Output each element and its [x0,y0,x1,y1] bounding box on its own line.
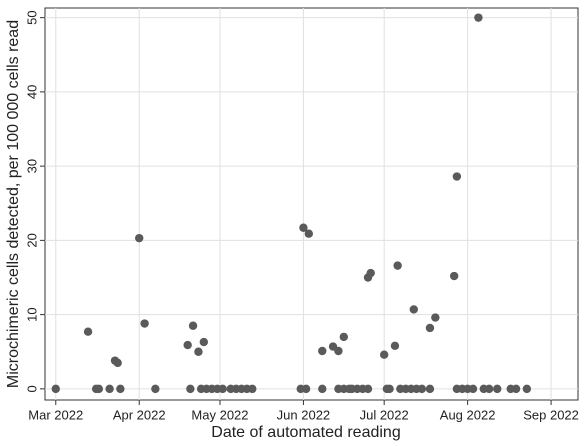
point [431,313,440,322]
point [452,172,462,181]
point [468,384,478,394]
point [105,384,114,394]
point [218,384,227,394]
point [511,384,521,394]
point [183,340,192,350]
y-tick-label: 10 [24,307,39,321]
point [379,350,389,359]
point [248,384,257,394]
point [194,347,203,356]
point [199,337,209,347]
point [385,384,394,394]
point [417,384,427,394]
x-axis-title: Date of automated reading [211,424,400,441]
point [390,341,400,351]
point [493,384,502,394]
point [151,384,160,394]
point [83,327,93,336]
point [334,346,343,356]
x-tick-label: Sep 2022 [523,407,579,422]
point [301,384,311,394]
point [318,384,327,394]
point [393,261,402,270]
point [425,323,435,333]
point [140,319,149,328]
y-tick-label: 50 [24,10,39,24]
point [188,321,198,330]
point [425,384,435,394]
y-tick-label: 40 [24,85,39,99]
point [135,233,144,243]
point [366,268,375,278]
point [484,384,494,394]
point [304,229,314,238]
point [318,346,327,356]
point [51,384,60,394]
point [363,384,373,394]
y-tick-label: 30 [24,159,39,173]
point [116,384,125,394]
plot-area [44,7,579,401]
x-tick-label: Apr 2022 [113,407,166,422]
y-tick-label: 20 [24,233,39,247]
x-tick-label: Jul 2022 [360,407,409,422]
x-tick-label: Aug 2022 [440,407,496,422]
point [186,384,195,394]
point [522,384,532,394]
point [113,358,122,368]
x-tick-label: Jun 2022 [277,407,331,422]
point [94,384,104,394]
x-tick-label: May 2022 [191,407,248,422]
point [474,13,483,22]
x-tick-label: Mar 2022 [28,407,83,422]
point [299,223,308,232]
point [339,332,349,342]
point [409,305,418,314]
point [449,271,459,281]
y-axis-title: Microchimeric cells detected, per 100 00… [5,20,22,388]
y-tick-label: 0 [24,385,39,392]
